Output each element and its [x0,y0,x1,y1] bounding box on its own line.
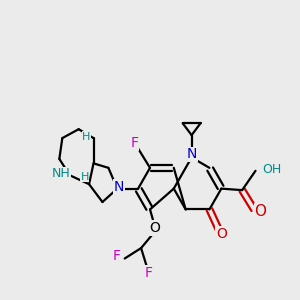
Text: NH: NH [52,167,70,180]
Text: F: F [112,249,120,263]
Text: F: F [145,266,152,280]
Text: H: H [80,172,89,182]
Text: O: O [216,227,227,241]
Text: OH: OH [262,163,281,176]
Text: O: O [149,221,160,235]
Text: N: N [114,180,124,194]
Text: N: N [186,148,197,161]
Text: O: O [255,204,267,219]
Text: F: F [130,136,139,150]
Text: H: H [82,132,90,142]
